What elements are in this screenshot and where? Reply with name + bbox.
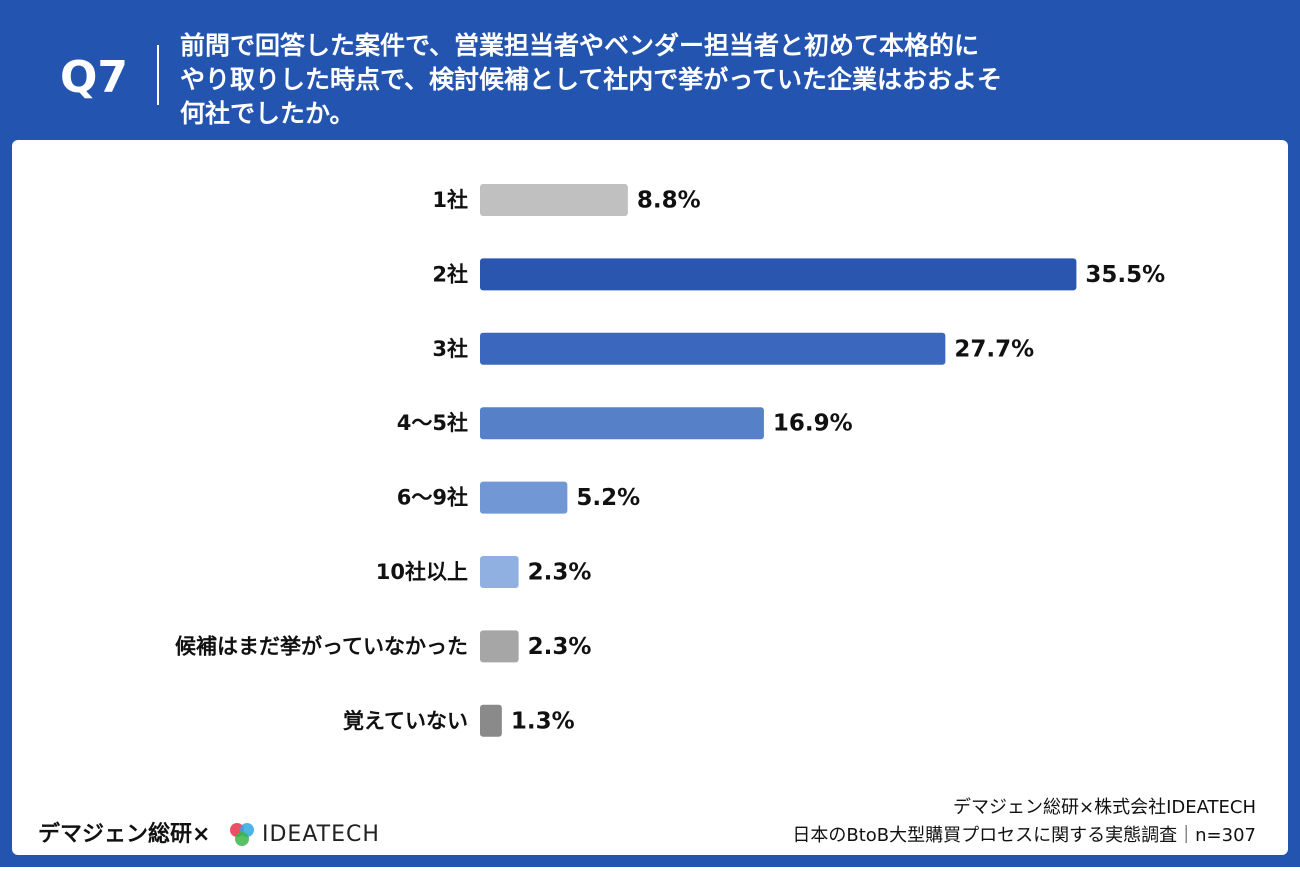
value-label: 16.9% [773, 411, 853, 437]
question-id: Q7 [60, 52, 128, 103]
bar [480, 332, 946, 365]
value-label: 27.7% [954, 336, 1034, 362]
category-label: 2社 [432, 262, 468, 286]
bar [480, 407, 764, 440]
category-label: 1社 [432, 188, 468, 212]
title-line: やり取りした時点で、検討候補として社内で挙がっていた企業はおおよそ [180, 65, 1002, 94]
value-label: 1.3% [511, 708, 575, 734]
title-line: 何社でしたか。 [180, 99, 355, 128]
bar [480, 481, 568, 514]
bar [480, 630, 519, 663]
source-line: デマジェン総研×株式会社IDEATECH [953, 797, 1256, 818]
value-label: 2.3% [528, 560, 592, 586]
category-label: 4〜5社 [397, 411, 468, 435]
brand: デマジェン総研× [38, 821, 210, 847]
bar [480, 556, 519, 588]
category-label: 3社 [432, 337, 468, 361]
source-line: 日本のBtoB大型購買プロセスに関する実態調査｜n=307 [792, 825, 1256, 846]
bar [480, 258, 1077, 291]
category-label: 6〜9社 [397, 486, 468, 510]
panel [12, 140, 1288, 855]
bar [480, 184, 628, 216]
category-label: 10社以上 [376, 560, 468, 584]
bar [480, 704, 502, 737]
logo-icon [230, 823, 254, 846]
value-label: 35.5% [1085, 262, 1165, 288]
category-label: 覚えていない [343, 709, 468, 733]
value-label: 8.8% [637, 188, 701, 214]
logo-text: IDEATECH [262, 822, 380, 847]
category-label: 候補はまだ挙がっていなかった [175, 634, 468, 658]
title-line: 前問で回答した案件で、営業担当者やベンダー担当者と初めて本格的に [180, 31, 979, 60]
value-label: 5.2% [576, 485, 640, 511]
value-label: 2.3% [528, 634, 592, 660]
